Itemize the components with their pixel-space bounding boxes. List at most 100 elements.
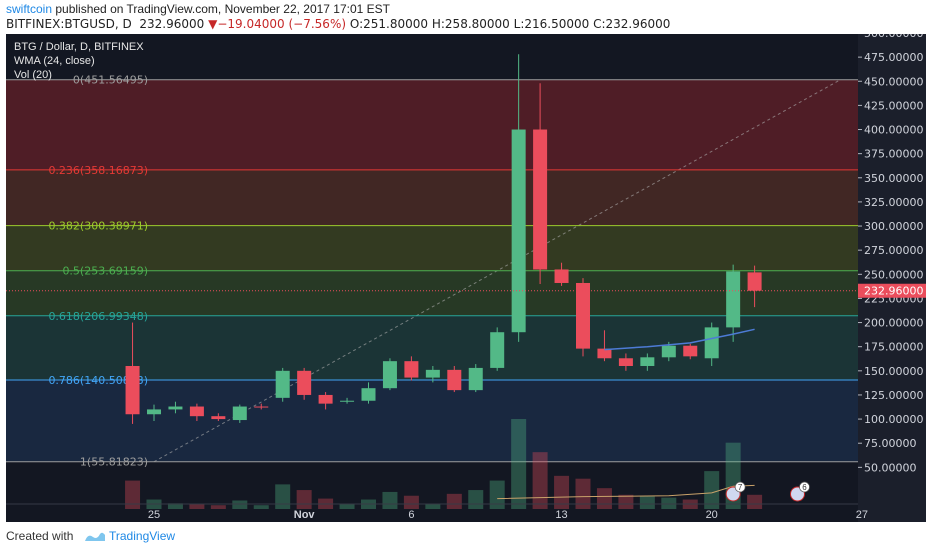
price-change: −19.04000 (−7.56%) [217,17,347,31]
candle-body [683,345,698,357]
ohlc-open: O:251.80000 [349,17,429,31]
price-axis-label: 250.00000 [864,268,924,281]
volume-bar [339,504,355,509]
volume-bar [189,504,205,509]
price-axis-label: 300.00000 [864,220,924,233]
wma-line [604,328,755,351]
author-line: swiftcoin published on TradingView.com, … [6,2,390,16]
time-axis-label: 27 [856,509,868,521]
time-axis-label: 6 [408,509,414,521]
chart-area[interactable]: 0(451.56495) 0.236(358.16873) 0.382(300.38… [6,34,926,522]
event-count-badge [799,481,810,493]
candle-body [661,345,676,358]
price-axis-label: 200.00000 [864,317,924,330]
volume-bar [639,495,655,509]
volume-bar [747,494,763,509]
candle-body [340,400,355,402]
time-axis-label: 13 [555,509,567,521]
volume-bar [704,471,720,509]
volume-bar [296,490,312,509]
price-axis-label: 350.00000 [864,172,924,185]
fib-zone [6,225,858,271]
volume-bar [232,500,248,509]
candle-body [254,406,269,408]
price-axis-label: 500.00000 [864,34,924,40]
candle-body [168,406,183,410]
candle-body [189,406,204,417]
candle-body [125,365,140,415]
event-count: 7 [738,483,743,492]
candle-body [361,388,376,401]
candlestick-chart[interactable]: 0(451.56495) 0.236(358.16873) 0.382(300.38… [6,34,926,522]
candle-body [704,327,719,359]
candle-body [747,272,762,291]
volume-bar [382,491,398,509]
last-price-label: 232.96000 [864,285,924,298]
price-axis-label: 175.00000 [864,341,924,354]
ohlc-high: H:258.80000 [431,17,510,31]
time-axis-label: 20 [706,509,718,521]
price-axis-label: 75.00000 [864,437,917,450]
fib-level-label: 0.5(253.69159) [62,265,148,278]
price-axis-label: 450.00000 [864,75,924,88]
price-axis-label: 50.00000 [864,461,917,474]
candle-body [318,394,333,404]
price-axis-label: 475.00000 [864,51,924,64]
fib-level-label: 0.236(358.16873) [48,164,148,177]
publish-header: swiftcoin published on TradingView.com, … [0,0,932,34]
footer: Created with TradingView [0,522,932,550]
fib-zone [6,169,858,226]
symbol-label: BITFINEX:BTGUSD, D [6,17,132,31]
candle-body [447,369,462,391]
candle-body [404,361,419,378]
candle-body [726,271,741,328]
candle-body [618,358,633,366]
fib-zone [6,79,858,170]
legend-title[interactable]: BTG / Dollar, D, BITFINEX [14,41,144,53]
candle-body [554,269,569,283]
author-name[interactable]: swiftcoin [6,2,53,16]
time-axis-label: 25 [148,509,160,521]
candle-body [468,367,483,391]
tradingview-brand[interactable]: TradingView [109,529,176,543]
price-axis-label: 425.00000 [864,99,924,112]
publish-info: published on TradingView.com, November 2… [55,2,391,16]
volume-bar [575,478,591,509]
last-price-tag [858,283,926,298]
volume-bar [446,493,462,509]
volume-bar [468,490,484,509]
tradingview-logo-icon [85,532,105,541]
candle-body [490,332,505,368]
candle-body [232,406,247,421]
candle-body [511,129,526,333]
ohlc-low: L:216.50000 [513,17,590,31]
candle-body [147,409,161,415]
volume-bar [253,505,269,509]
fib-level-label: 1(55.81823) [80,456,148,469]
legend-wma[interactable]: WMA (24, close) [14,55,95,67]
volume-bar [661,497,677,509]
fib-zone [6,270,858,316]
volume-bar [596,488,612,509]
created-with-label: Created with [6,529,74,543]
candle-body [211,416,226,420]
candle-body [533,129,548,270]
legend-vol[interactable]: Vol (20) [14,69,52,81]
volume-bar [125,480,141,509]
candle-body [576,282,590,349]
volume-bar [403,495,419,509]
price-axis-label: 150.00000 [864,365,924,378]
fib-level-label: 0.382(300.38971) [48,220,148,233]
volume-bar [618,494,634,509]
volume-bar [210,505,226,509]
price-axis-label: 325.00000 [864,196,924,209]
volume-bar [554,475,570,509]
candle-body [640,357,655,366]
price-axis-label: 100.00000 [864,413,924,426]
price-axis-label: 375.00000 [864,148,924,161]
fib-level-label: 0.618(206.99348) [48,310,148,323]
event-count-badge [734,481,746,493]
volume-bar [489,480,505,509]
chart-legend: BTG / Dollar, D, BITFINEX WMA (24, close… [14,40,144,82]
fib-zone [6,379,858,462]
